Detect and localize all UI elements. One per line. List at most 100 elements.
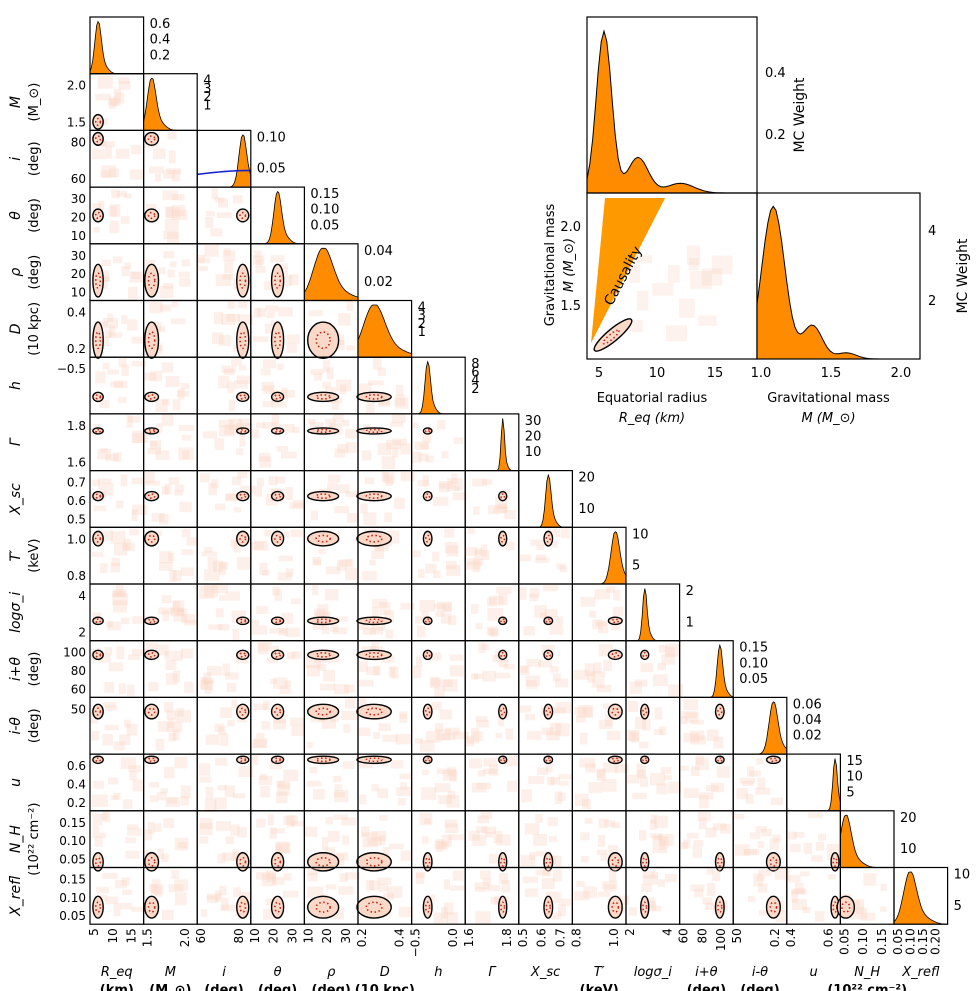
density-patch xyxy=(160,788,169,794)
density-patch xyxy=(682,839,691,849)
density-patch xyxy=(475,623,483,630)
contour xyxy=(356,852,392,872)
density-patch xyxy=(121,364,129,376)
panel-imt-vs-T xyxy=(571,696,627,755)
density-patch xyxy=(880,883,888,891)
inner-contour xyxy=(424,618,431,624)
density-patch xyxy=(498,503,507,509)
density-patch xyxy=(334,506,349,514)
density-patch xyxy=(614,895,630,905)
density-patch xyxy=(665,646,675,658)
diag-panel-rho: 0.040.02 xyxy=(303,243,393,302)
density-patch xyxy=(736,788,749,800)
inset-radius-distribution xyxy=(586,29,757,194)
panel-imt-vs-Xsc xyxy=(518,696,573,755)
density-patch xyxy=(753,873,763,887)
density-patch xyxy=(319,683,336,691)
density-patch xyxy=(638,829,647,841)
density-patch xyxy=(594,589,611,600)
density-patch xyxy=(524,713,536,721)
diag-panel-Xrefl: 105 xyxy=(893,866,970,925)
contour xyxy=(270,649,285,661)
contour xyxy=(92,427,104,435)
density-patch xyxy=(156,345,163,351)
density-patch xyxy=(128,286,138,300)
density-patch xyxy=(107,98,121,106)
density-patch xyxy=(681,711,698,719)
panel-ipt-vs-D xyxy=(356,640,413,699)
inner-contour xyxy=(500,493,506,499)
inner-contour xyxy=(717,856,723,867)
inner-contour xyxy=(717,707,723,716)
density-patch xyxy=(211,479,219,489)
panel-NH-vs-T xyxy=(571,810,627,872)
density-patch xyxy=(583,706,593,718)
density-patch xyxy=(421,769,430,775)
density-patch xyxy=(346,300,354,311)
density-patch xyxy=(395,394,406,406)
contour xyxy=(270,490,285,502)
y-tick-label: 1.6 xyxy=(67,456,86,470)
panel-ipt-vs-T xyxy=(571,640,627,699)
inner-contour xyxy=(274,652,282,658)
contour xyxy=(543,895,554,919)
density-patch xyxy=(116,191,127,197)
density-patch xyxy=(225,672,239,680)
panel-imt-vs-D xyxy=(356,696,413,755)
density-patch xyxy=(211,188,218,200)
x-tick-label: 10 xyxy=(248,928,262,943)
panel-frame xyxy=(678,866,734,925)
density-patch xyxy=(110,531,126,544)
density-patch xyxy=(266,870,276,883)
panel-logsig-vs-rho xyxy=(303,583,359,642)
density-patch xyxy=(236,375,252,384)
density-patch xyxy=(228,418,243,431)
contour xyxy=(836,895,856,919)
density-patch xyxy=(817,833,827,841)
density-patch xyxy=(177,388,185,400)
density-patch xyxy=(206,895,219,904)
contour xyxy=(236,490,250,502)
x-axis-M: 1.5 2.0M(M_⊙) xyxy=(141,928,193,991)
density-patch xyxy=(161,853,169,862)
density-patch xyxy=(551,912,562,920)
panel-logsig-vs-Gamma xyxy=(464,583,520,642)
density-patch xyxy=(161,362,174,373)
density-patch xyxy=(473,506,480,515)
x-axis-unit: (deg) xyxy=(687,983,726,991)
density-patch xyxy=(129,271,144,283)
density-patch xyxy=(399,711,408,723)
x-axis-Γ: 1.6 1.8Γ xyxy=(462,928,514,980)
inner-contour xyxy=(94,272,102,289)
density-patch xyxy=(165,375,180,388)
density-patch xyxy=(148,166,164,174)
density-patch xyxy=(226,682,237,692)
density-patch xyxy=(453,731,469,740)
panel-M-vs-Req xyxy=(89,73,145,131)
contour xyxy=(144,895,160,919)
density-patch xyxy=(180,567,195,577)
inner-contour xyxy=(147,428,156,434)
density-patch xyxy=(597,621,608,634)
density-patch xyxy=(104,705,117,711)
density-patch xyxy=(345,567,358,581)
inner-contour xyxy=(545,534,552,543)
density-patch xyxy=(227,301,235,309)
inner-contour xyxy=(94,331,102,350)
density-patch xyxy=(205,786,214,800)
inner-contour xyxy=(239,493,247,499)
density-patch xyxy=(286,343,297,353)
density-patch xyxy=(254,540,269,551)
density-patch xyxy=(421,787,437,800)
density-patch xyxy=(379,814,388,821)
contour xyxy=(422,490,433,502)
density-patch xyxy=(227,719,235,727)
density-patch xyxy=(417,569,425,579)
diag-tick-label: 0.02 xyxy=(793,729,822,744)
density-patch xyxy=(653,728,664,735)
density-patch xyxy=(157,848,164,860)
inset-main-ylabel-sym: M (M_⊙) xyxy=(562,238,577,292)
